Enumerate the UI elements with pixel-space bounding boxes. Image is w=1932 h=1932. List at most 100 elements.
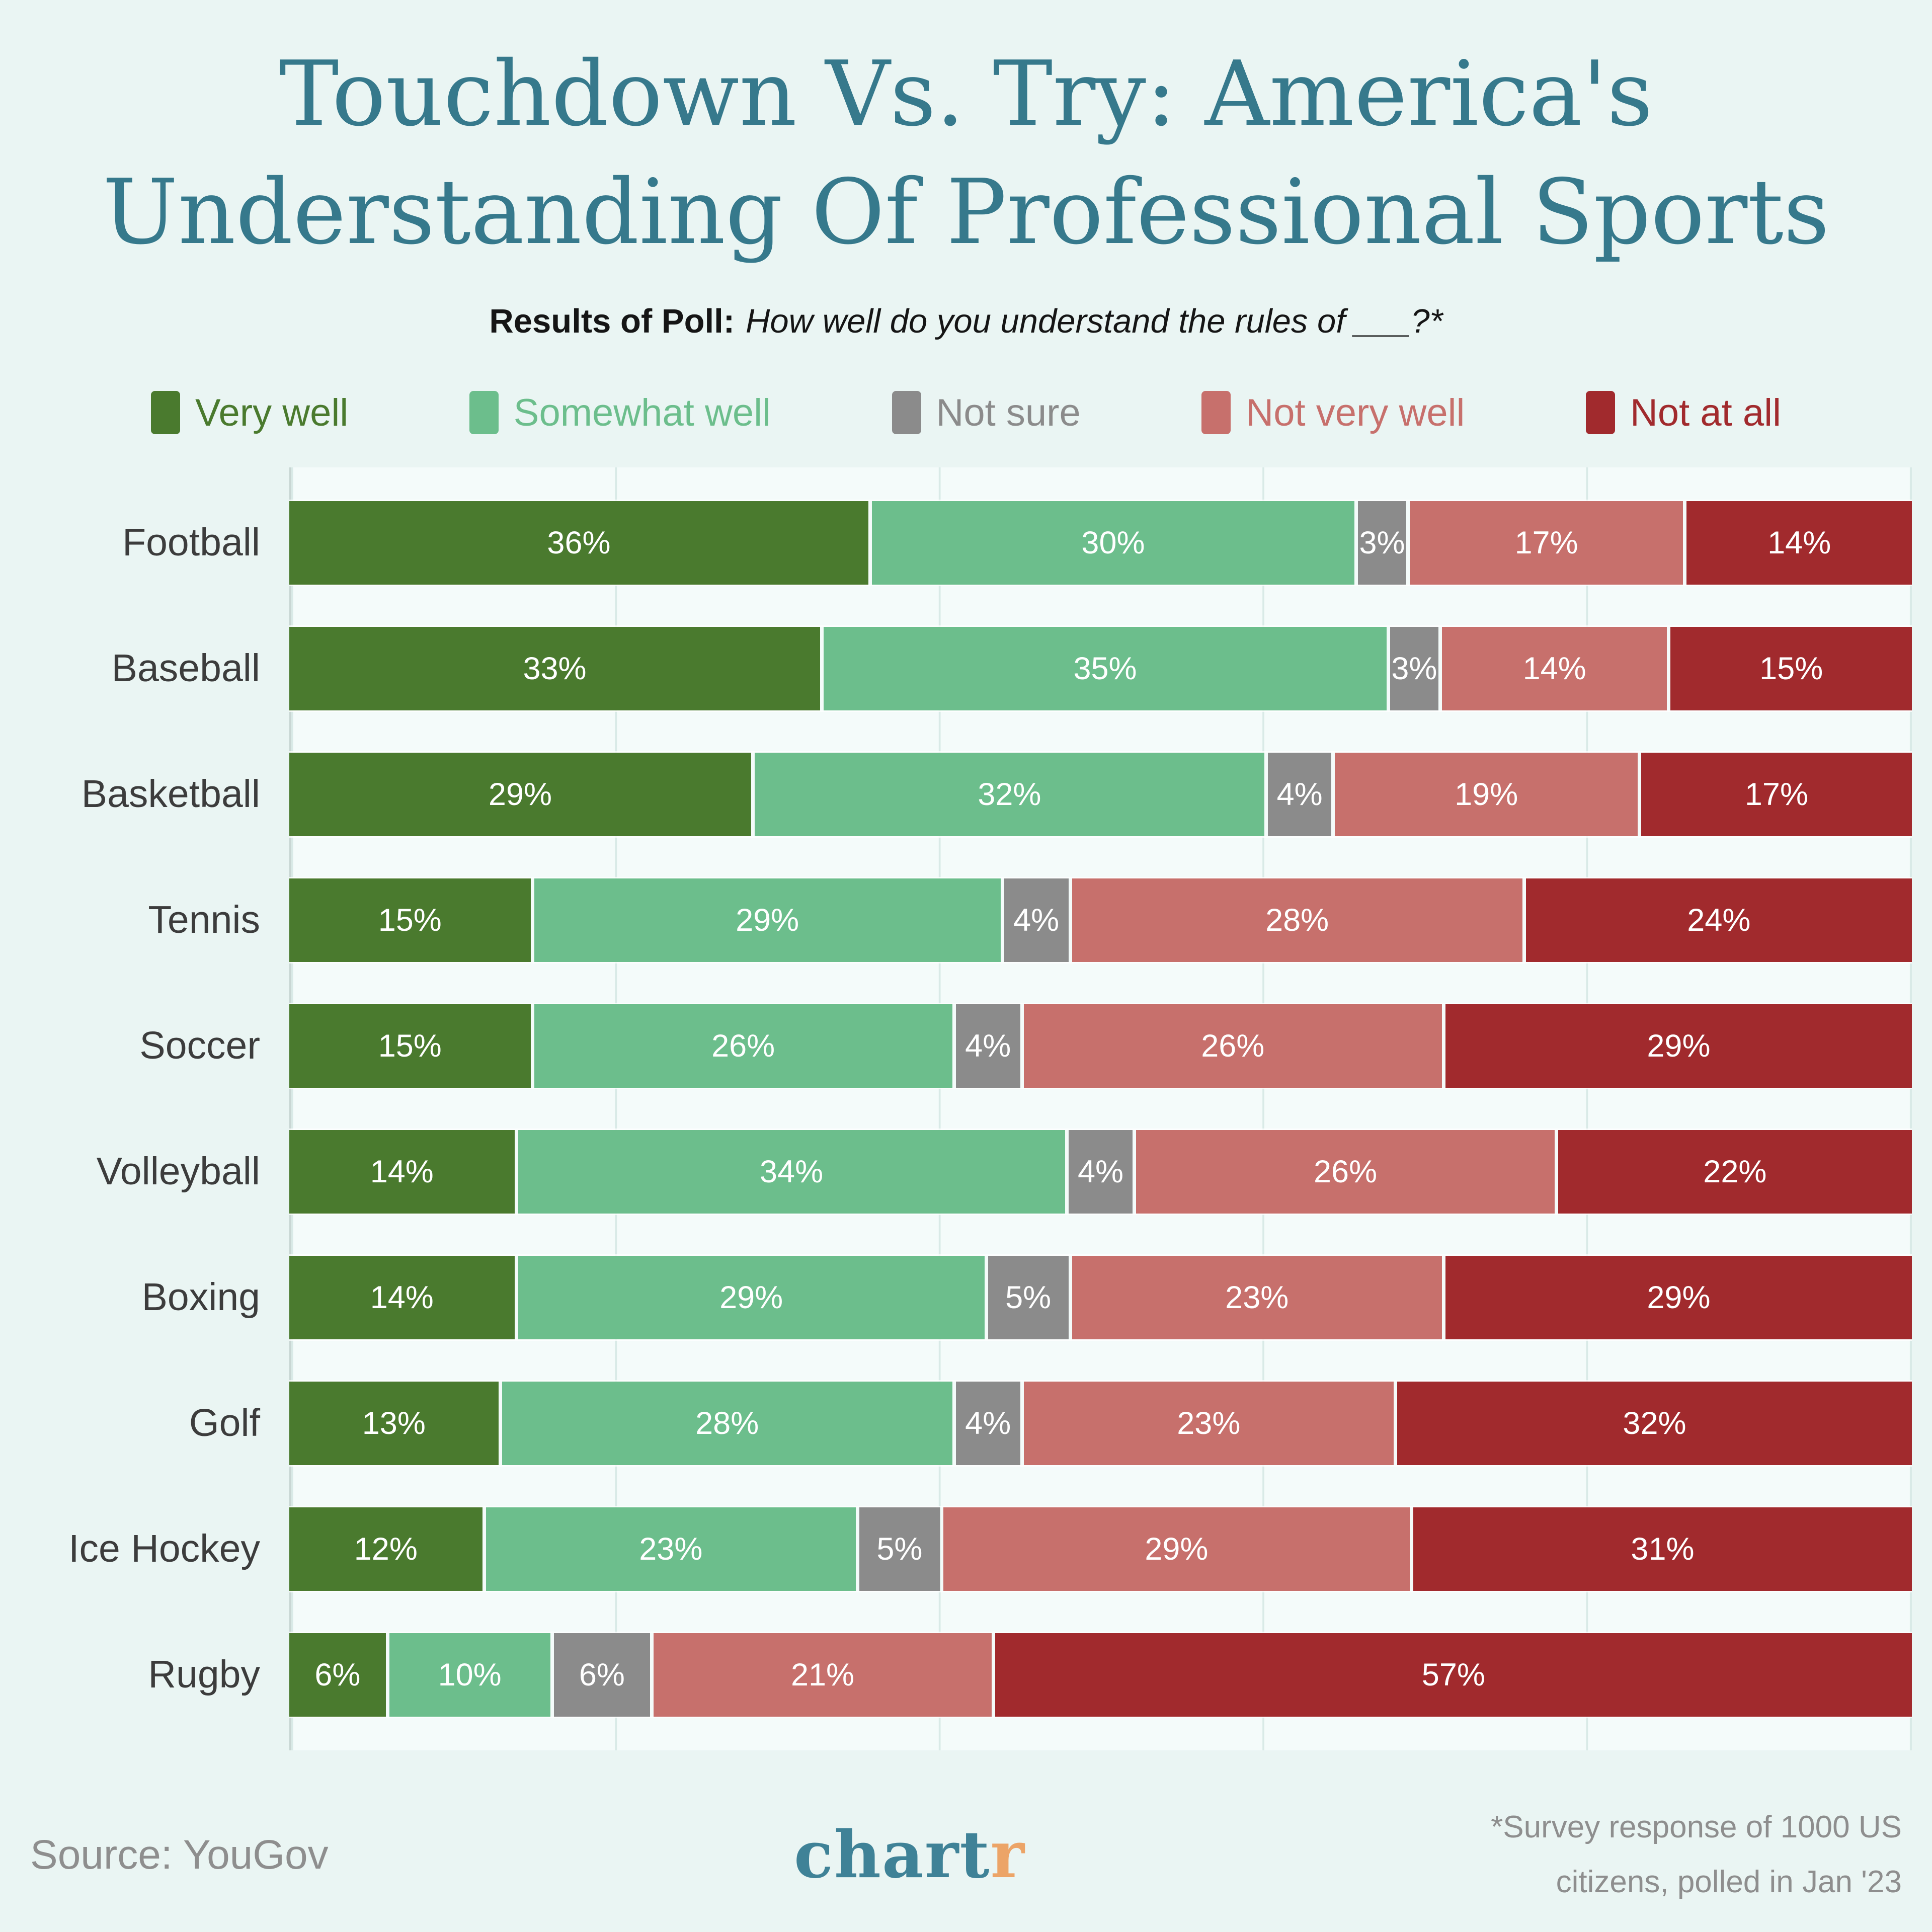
bar-segment: 29% (1445, 1004, 1912, 1088)
survey-footnote: *Survey response of 1000 US citizens, po… (1491, 1800, 1902, 1909)
bar-segment: 24% (1525, 878, 1912, 962)
bar-segment: 6% (289, 1633, 386, 1717)
segment-value-label: 32% (978, 776, 1041, 812)
legend-label: Not at all (1630, 391, 1781, 434)
category-label: Golf (189, 1401, 260, 1445)
bar-segment: 31% (1413, 1507, 1912, 1591)
bar-segment: 23% (1023, 1381, 1394, 1465)
bar-segment: 15% (289, 1004, 531, 1088)
logo-part-r: r (990, 1817, 1025, 1893)
stacked-bar: 6% 10% 6% 21% 57% (289, 1633, 1912, 1717)
segment-value-label: 13% (362, 1405, 426, 1441)
segment-value-label: 30% (1081, 525, 1145, 560)
segment-value-label: 15% (378, 1028, 442, 1064)
legend-item: Somewhat well (469, 391, 771, 435)
segment-value-label: 5% (876, 1531, 923, 1567)
bar-segment: 4% (1068, 1130, 1133, 1214)
bar-segment: 14% (289, 1255, 515, 1339)
bar-segment: 22% (1558, 1130, 1912, 1214)
footnote-line-2: citizens, polled in Jan '23 (1556, 1864, 1902, 1899)
bar-segment: 29% (534, 878, 1001, 962)
segment-value-label: 36% (547, 525, 611, 560)
bar-segment: 29% (518, 1255, 985, 1339)
stacked-bar-chart: Football 36% 30% 3% 17% 14% Baseball 33%… (0, 467, 1932, 1750)
chart-row: Soccer 15% 26% 4% 26% 29% (0, 983, 1932, 1109)
category-label: Ice Hockey (68, 1527, 260, 1571)
bar-segment: 4% (955, 1004, 1020, 1088)
legend-item: Not very well (1201, 391, 1465, 435)
segment-value-label: 22% (1703, 1154, 1767, 1189)
bar-segment: 5% (859, 1507, 940, 1591)
chart-subtitle: Results of Poll: How well do you understa… (0, 302, 1932, 341)
segment-value-label: 14% (370, 1154, 434, 1189)
bar-segment: 35% (824, 626, 1387, 710)
segment-value-label: 4% (1013, 902, 1060, 938)
bar-segment: 5% (988, 1255, 1069, 1339)
footnote-line-1: *Survey response of 1000 US (1491, 1810, 1902, 1844)
chart-row: Volleyball 14% 34% 4% 26% 22% (0, 1109, 1932, 1235)
bar-segment: 10% (389, 1633, 550, 1717)
segment-value-label: 3% (1391, 651, 1437, 686)
stacked-bar: 36% 30% 3% 17% 14% (289, 501, 1912, 585)
segment-value-label: 34% (760, 1154, 824, 1189)
legend-item: Not sure (892, 391, 1081, 435)
chart-rows: Football 36% 30% 3% 17% 14% Baseball 33%… (0, 480, 1932, 1738)
segment-value-label: 26% (1314, 1154, 1378, 1189)
source-text: Source: YouGov (30, 1831, 329, 1878)
segment-value-label: 17% (1744, 776, 1808, 812)
segment-value-label: 28% (1265, 902, 1329, 938)
segment-value-label: 29% (1647, 1028, 1711, 1064)
legend-label: Very well (195, 391, 349, 434)
bar-segment: 26% (1023, 1004, 1442, 1088)
legend-swatch (469, 391, 499, 435)
segment-value-label: 15% (378, 902, 442, 938)
segment-value-label: 31% (1631, 1531, 1695, 1567)
segment-value-label: 26% (711, 1028, 775, 1064)
bar-segment: 15% (289, 878, 531, 962)
segment-value-label: 33% (523, 651, 587, 686)
bar-segment: 30% (871, 501, 1355, 585)
chartr-logo: chartr (794, 1817, 1025, 1893)
segment-value-label: 23% (639, 1531, 703, 1567)
segment-value-label: 14% (370, 1279, 434, 1315)
bar-segment: 13% (289, 1381, 499, 1465)
chart-title: Touchdown Vs. Try: America's Understandi… (0, 0, 1932, 272)
bar-segment: 23% (486, 1507, 856, 1591)
subtitle-question: How well do you understand the rules of … (746, 302, 1443, 340)
segment-value-label: 29% (1647, 1279, 1711, 1315)
segment-value-label: 23% (1177, 1405, 1241, 1441)
segment-value-label: 23% (1225, 1279, 1289, 1315)
chart-row: Football 36% 30% 3% 17% 14% (0, 480, 1932, 606)
bar-segment: 33% (289, 626, 821, 710)
category-label: Tennis (148, 898, 260, 942)
legend-label: Somewhat well (513, 391, 771, 434)
legend-item: Very well (151, 391, 348, 435)
chart-row: Ice Hockey 12% 23% 5% 29% 31% (0, 1486, 1932, 1612)
stacked-bar: 14% 34% 4% 26% 22% (289, 1130, 1912, 1214)
segment-value-label: 17% (1514, 525, 1578, 560)
category-label: Soccer (139, 1024, 260, 1068)
bar-segment: 4% (955, 1381, 1020, 1465)
segment-value-label: 29% (719, 1279, 783, 1315)
bar-segment: 17% (1409, 501, 1683, 585)
bar-segment: 19% (1335, 752, 1638, 836)
segment-value-label: 19% (1455, 776, 1518, 812)
bar-segment: 6% (553, 1633, 651, 1717)
bar-segment: 32% (1397, 1381, 1912, 1465)
chart-row: Golf 13% 28% 4% 23% 32% (0, 1360, 1932, 1486)
segment-value-label: 10% (438, 1657, 502, 1693)
segment-value-label: 26% (1201, 1028, 1265, 1064)
segment-value-label: 35% (1073, 651, 1137, 686)
segment-value-label: 5% (1005, 1279, 1052, 1315)
legend-item: Not at all (1586, 391, 1781, 435)
chart-row: Rugby 6% 10% 6% 21% 57% (0, 1612, 1932, 1738)
segment-value-label: 29% (488, 776, 552, 812)
logo-part-chart: chart (793, 1817, 991, 1893)
stacked-bar: 12% 23% 5% 29% 31% (289, 1507, 1912, 1591)
stacked-bar: 29% 32% 4% 19% 17% (289, 752, 1912, 836)
bar-segment: 28% (502, 1381, 952, 1465)
title-line-1: Touchdown Vs. Try: America's (279, 42, 1653, 146)
bar-segment: 14% (1441, 626, 1667, 710)
segment-value-label: 29% (1145, 1531, 1209, 1567)
legend-label: Not very well (1246, 391, 1465, 434)
